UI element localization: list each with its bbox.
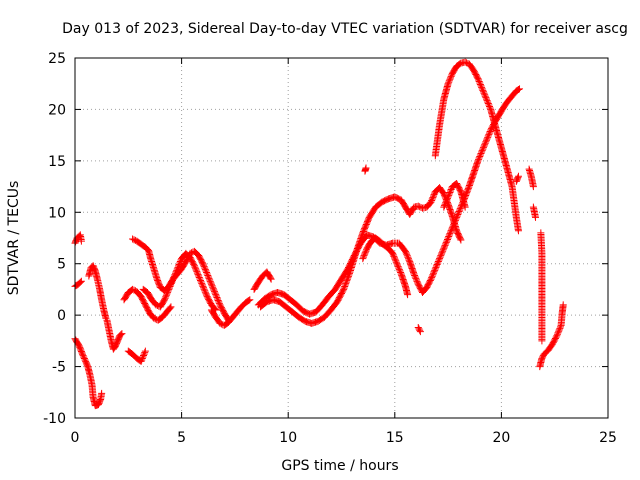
series-trace-n (359, 234, 412, 299)
series-trace-k (250, 268, 275, 293)
grid-lines (75, 58, 608, 418)
data-points (71, 58, 567, 410)
x-tick-label: 5 (177, 430, 186, 446)
y-tick-label: -5 (52, 360, 66, 376)
y-tick-label: 0 (57, 308, 66, 324)
series-trace-d (85, 262, 110, 322)
series-trace-u (529, 203, 540, 221)
x-tick-label: 25 (599, 430, 617, 446)
series-trace-j (207, 296, 254, 329)
plot-frame (74, 57, 609, 419)
series-trace-o (361, 164, 370, 175)
x-tick-label: 15 (386, 430, 404, 446)
x-tick-label: 10 (279, 430, 297, 446)
y-tick-label: -10 (43, 411, 66, 427)
series-trace-e (103, 316, 126, 353)
series-trace-b (71, 277, 85, 290)
series-trace-f (124, 347, 149, 365)
series-trace-s (512, 172, 522, 185)
series-trace-l (254, 85, 524, 318)
series-trace-r (431, 58, 522, 235)
series-trace-a (71, 231, 85, 247)
y-tick-label: 20 (48, 102, 66, 118)
axis-ticks: 0 5 10 15 20 25 -10 -5 0 5 10 15 20 25 (43, 51, 617, 446)
series-trace-w (536, 301, 567, 371)
series-trace-i (139, 247, 233, 324)
series-trace-c (71, 335, 106, 410)
y-tick-label: 25 (48, 51, 66, 67)
series-trace-v (537, 229, 546, 345)
x-axis-label: GPS time / hours (281, 458, 398, 474)
series-trace-g (120, 285, 175, 324)
series-trace-t (525, 165, 537, 191)
y-axis-label: SDTVAR / TECUs (6, 181, 22, 296)
series-trace-q (440, 179, 469, 211)
x-tick-label: 20 (492, 430, 510, 446)
series-trace-p (414, 323, 424, 336)
y-tick-label: 10 (48, 205, 66, 221)
x-tick-label: 0 (71, 430, 80, 446)
y-tick-label: 5 (57, 257, 66, 273)
y-tick-label: 15 (48, 154, 66, 170)
chart-title: Day 013 of 2023, Sidereal Day-to-day VTE… (62, 21, 628, 37)
